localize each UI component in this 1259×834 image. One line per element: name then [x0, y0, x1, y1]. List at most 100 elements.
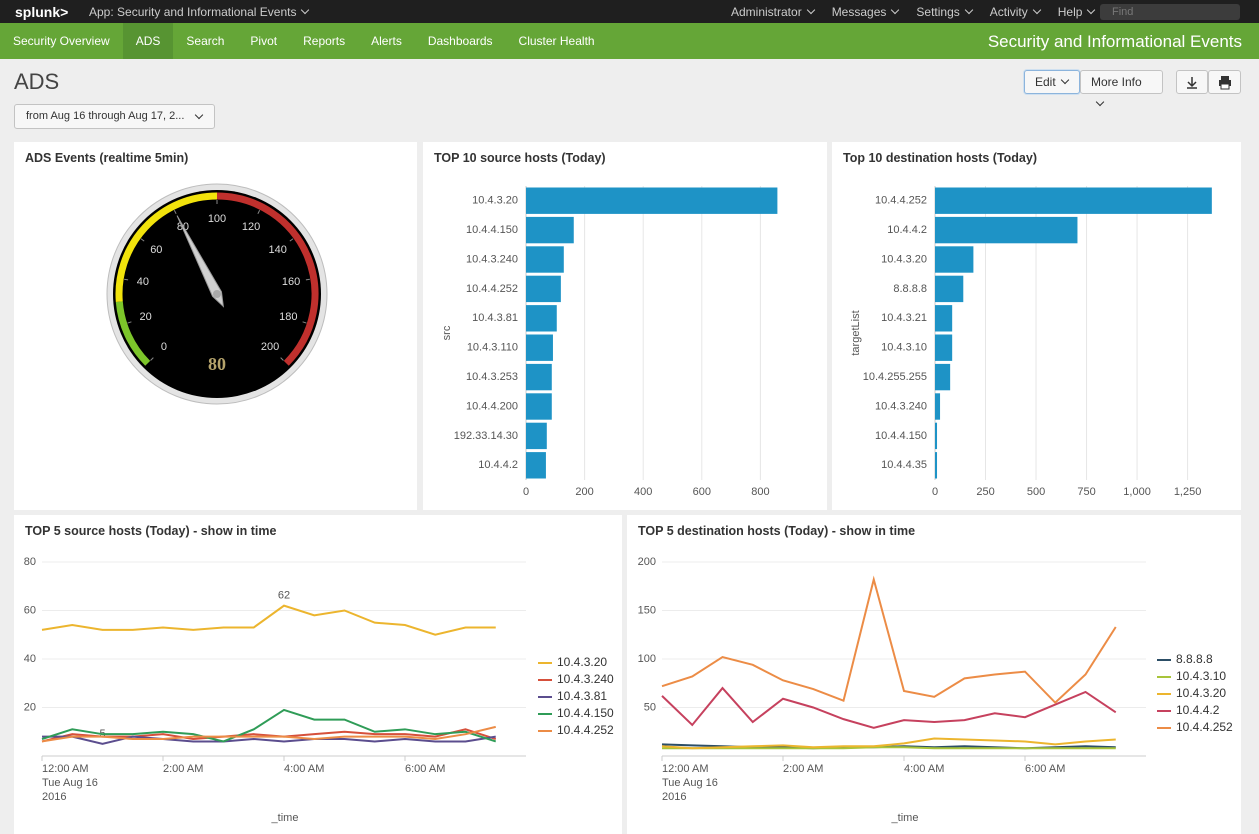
bar — [526, 305, 557, 332]
nav-item[interactable]: Alerts — [371, 34, 402, 48]
data-label: 62 — [278, 590, 290, 602]
bar — [526, 275, 561, 303]
nav-item[interactable]: Search — [186, 34, 225, 48]
x-tick-label: Tue Aug 16 — [662, 777, 718, 789]
legend-label: 10.4.3.20 — [557, 655, 607, 669]
y-tick-label: 100 — [638, 653, 656, 665]
nav-item[interactable]: ADS — [122, 23, 174, 59]
nav-item[interactable]: Security Overview — [13, 34, 110, 48]
series-line — [661, 737, 1116, 750]
panel: TOP 10 source hosts (Today) 0 200 400 600 80… — [423, 142, 827, 510]
gauge-band — [115, 301, 151, 366]
bar — [935, 452, 938, 479]
gauge-tick-label: 160 — [282, 276, 300, 288]
app-menu[interactable]: App: Security and Informational Events — [89, 5, 308, 19]
series-line — [41, 708, 497, 743]
x-tick-label: 1,000 — [1123, 486, 1151, 498]
gauge-tick — [124, 278, 129, 281]
y-tick-label: 10.4.3.20 — [472, 195, 518, 207]
y-tick-label: 10.4.4.2 — [478, 459, 518, 471]
bar — [935, 334, 953, 361]
x-tick-label: 800 — [751, 486, 769, 498]
gauge-tick-label: 60 — [150, 244, 162, 256]
y-tick-label: 10.4.4.2 — [887, 224, 927, 236]
search-box[interactable]: Find — [1100, 4, 1240, 20]
series-line — [42, 735, 496, 745]
panel: TOP 5 source hosts (Today) - show in tim… — [14, 515, 622, 834]
time-picker[interactable]: from Aug 16 through Aug 17, 2... — [14, 104, 215, 129]
menu[interactable]: Settings — [916, 5, 971, 19]
y-tick-label: 200 — [638, 556, 656, 568]
menus: Administrator Messages Settings Activity Hel… — [731, 5, 1112, 19]
chart: 0 200 400 600 800 10.4.3.20 10.4.4.150 10.4.3.2… — [441, 186, 778, 498]
x-axis-label: _time — [271, 812, 299, 824]
x-tick-label: 6:00 AM — [1025, 763, 1065, 775]
export-button[interactable] — [1176, 70, 1208, 94]
series-line — [41, 725, 496, 743]
chart: 50 100 150 200 12:00 AM Tue Aug 16 2016 2:00 AM… — [638, 556, 1233, 824]
y-tick-label: 10.4.4.150 — [466, 224, 518, 236]
y-tick-label: 10.4.4.150 — [875, 430, 927, 442]
x-tick-label: 2:00 AM — [163, 763, 203, 775]
x-tick-label: 250 — [976, 486, 994, 498]
bar — [935, 422, 938, 450]
x-tick-label: Tue Aug 16 — [42, 777, 98, 789]
legend-label: 10.4.3.20 — [1176, 686, 1226, 700]
legend-label: 10.4.4.252 — [1176, 720, 1233, 734]
gauge-value: 80 — [208, 354, 226, 374]
menu[interactable]: Activity — [990, 5, 1040, 19]
nav-items: Security Overview ADS Search Pivot Reports Al… — [0, 23, 608, 59]
menu[interactable]: Help — [1058, 5, 1095, 19]
logo[interactable]: splunk> — [15, 4, 69, 20]
chart: 20 40 60 80 12:00 AM Tue Aug 16 2016 2:00 AM 4:0… — [24, 556, 614, 824]
gauge-tick — [257, 210, 261, 215]
nav-item[interactable]: Cluster Health — [518, 34, 595, 48]
nav-item[interactable]: Dashboards — [427, 34, 493, 48]
y-tick-label: 192.33.14.30 — [454, 430, 518, 442]
bar — [526, 246, 564, 273]
panel-title: TOP 10 source hosts (Today) — [434, 151, 606, 165]
bar — [935, 305, 953, 332]
x-tick-label: 2:00 AM — [783, 763, 823, 775]
gauge-tick — [280, 357, 284, 361]
menu[interactable]: Messages — [832, 5, 899, 19]
print-button[interactable] — [1208, 70, 1241, 94]
gauge-tick — [305, 278, 310, 281]
menu[interactable]: Administrator — [731, 5, 814, 19]
series-line — [661, 575, 1117, 705]
edit-button[interactable]: Edit — [1024, 70, 1080, 94]
more-info-button[interactable]: More Info — [1080, 70, 1163, 94]
download-icon — [1187, 77, 1197, 89]
chart: 02040608010012014016018020080 — [106, 183, 328, 405]
nav-item[interactable]: Pivot — [250, 34, 278, 48]
x-tick-label: 12:00 AM — [662, 763, 708, 775]
y-axis-label: targetList — [850, 310, 862, 355]
nav-item[interactable]: Reports — [303, 34, 346, 48]
legend-label: 10.4.4.2 — [1176, 703, 1220, 717]
bar — [935, 187, 1212, 214]
bar — [526, 363, 552, 391]
y-tick-label: 8.8.8.8 — [893, 283, 927, 295]
y-tick-label: 10.4.3.253 — [466, 371, 518, 383]
y-tick-label: 10.4.3.240 — [466, 253, 518, 265]
y-tick-label: 10.4.3.20 — [881, 253, 927, 265]
bar — [526, 187, 778, 214]
y-tick-label: 10.4.4.200 — [466, 400, 518, 412]
gauge-tick — [302, 321, 307, 324]
y-tick-label: 20 — [24, 701, 36, 713]
panel-title: Top 10 destination hosts (Today) — [843, 151, 1037, 165]
gauge-tick-label: 40 — [137, 276, 149, 288]
x-tick-label: 200 — [575, 486, 593, 498]
bar — [526, 334, 553, 361]
gauge-band — [115, 192, 218, 302]
gauge-tick-label: 180 — [279, 311, 297, 323]
y-tick-label: 10.4.3.110 — [467, 342, 518, 354]
x-tick-label: 0 — [523, 486, 529, 498]
gauge-tick-label: 140 — [268, 244, 286, 256]
legend-label: 10.4.3.240 — [557, 672, 614, 686]
top-bar: splunk> App: Security and Informational … — [0, 0, 1259, 23]
bar — [935, 275, 964, 303]
x-tick-label: 12:00 AM — [42, 763, 88, 775]
panel-title: ADS Events (realtime 5min) — [25, 151, 189, 165]
legend-label: 10.4.4.150 — [557, 706, 614, 720]
